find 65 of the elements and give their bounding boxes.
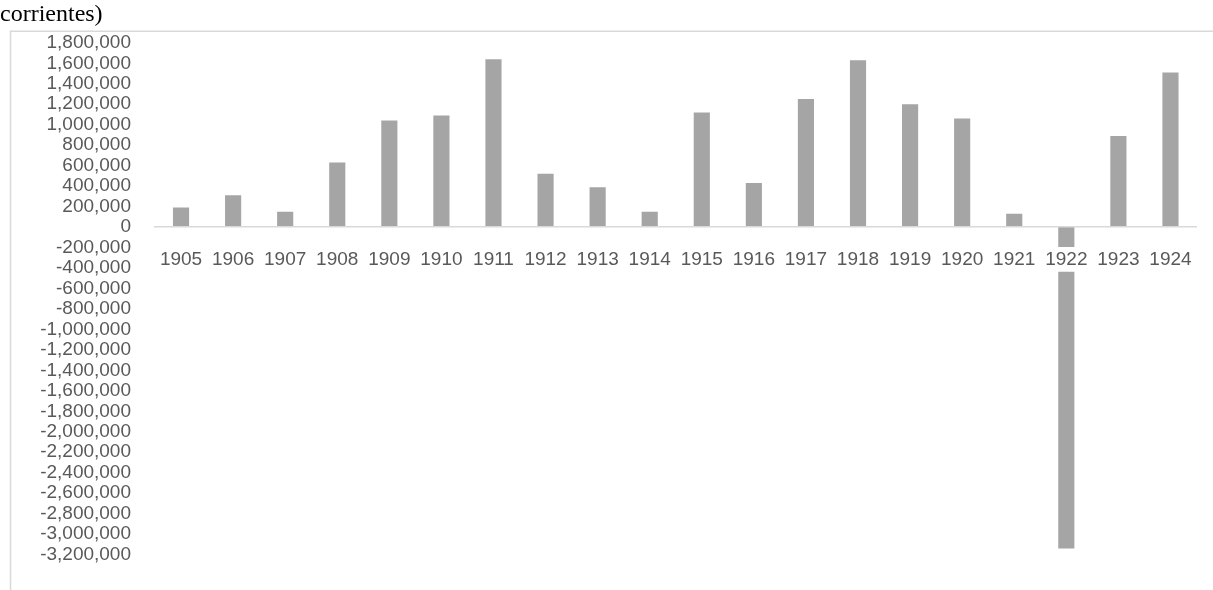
y-tick-label: -1,400,000 [40, 358, 131, 380]
x-tick-label: 1912 [524, 247, 567, 269]
y-tick-label: 1,600,000 [46, 51, 131, 73]
x-tick-label: 1913 [576, 247, 619, 269]
y-tick-label: -2,200,000 [40, 440, 131, 462]
bar [693, 112, 710, 228]
chart-title: corrientes) [0, 0, 103, 26]
x-tick-label: 1919 [888, 247, 932, 269]
y-tick-label: -200,000 [55, 235, 131, 257]
y-tick-label: -1,800,000 [40, 399, 131, 421]
y-tick-label: -2,600,000 [40, 481, 131, 503]
x-tick-label: 1920 [941, 247, 984, 269]
x-tick-label: 1914 [628, 247, 672, 269]
bar [537, 173, 554, 228]
bar [589, 187, 606, 228]
x-tick-label: 1905 [159, 247, 203, 269]
y-tick-label: -1,200,000 [40, 338, 131, 360]
y-tick-label: 200,000 [62, 194, 131, 216]
bar [849, 60, 867, 228]
y-tick-label: 1,400,000 [46, 71, 131, 93]
x-tick-label: 1908 [316, 247, 359, 269]
bar [485, 59, 502, 228]
bar [277, 211, 294, 228]
bar [172, 207, 190, 228]
bar [641, 211, 658, 228]
x-tick-label: 1918 [836, 247, 880, 269]
x-tick-label: 1915 [680, 247, 723, 269]
y-tick-label: -600,000 [55, 276, 131, 298]
bar [902, 104, 919, 228]
bar [225, 195, 242, 228]
y-tick-label: -2,400,000 [40, 460, 131, 482]
x-tick-label: 1907 [264, 247, 307, 269]
y-tick-label: -400,000 [55, 256, 131, 278]
y-tick-label: 0 [120, 215, 131, 237]
y-tick-label: 400,000 [62, 174, 131, 196]
x-tick-label: 1906 [211, 247, 255, 269]
bar [381, 120, 398, 228]
y-tick-label: 600,000 [62, 153, 131, 175]
y-tick-label: -3,000,000 [40, 522, 131, 544]
x-tick-label: 1911 [473, 247, 514, 269]
y-tick-label: -800,000 [55, 297, 131, 319]
x-tick-label: 1923 [1097, 247, 1140, 269]
bar [329, 162, 346, 228]
bar [1162, 72, 1179, 228]
y-tick-label: 1,200,000 [46, 92, 131, 114]
y-tick-label: 1,800,000 [46, 31, 131, 53]
x-tick-label: 1916 [732, 247, 776, 269]
y-tick-label: -2,000,000 [40, 420, 131, 441]
bar [433, 115, 450, 228]
y-tick-label: -1,000,000 [40, 317, 131, 339]
x-tick-label: 1922 [1045, 247, 1088, 269]
bar [745, 183, 762, 228]
x-tick-label: 1910 [420, 247, 463, 269]
bar [954, 118, 971, 228]
y-tick-label: 800,000 [62, 133, 131, 155]
x-tick-label: 1921 [993, 247, 1036, 269]
x-tick-label: 1909 [368, 247, 411, 269]
y-tick-label: -2,800,000 [40, 501, 131, 523]
x-tick-label: 1924 [1149, 247, 1193, 269]
y-tick-label: -3,200,000 [40, 542, 131, 564]
y-tick-label: 1,000,000 [46, 112, 131, 134]
bar [797, 99, 815, 228]
x-tick-label: 1917 [784, 247, 828, 269]
y-tick-label: -1,600,000 [40, 379, 131, 401]
bar [1110, 135, 1127, 228]
